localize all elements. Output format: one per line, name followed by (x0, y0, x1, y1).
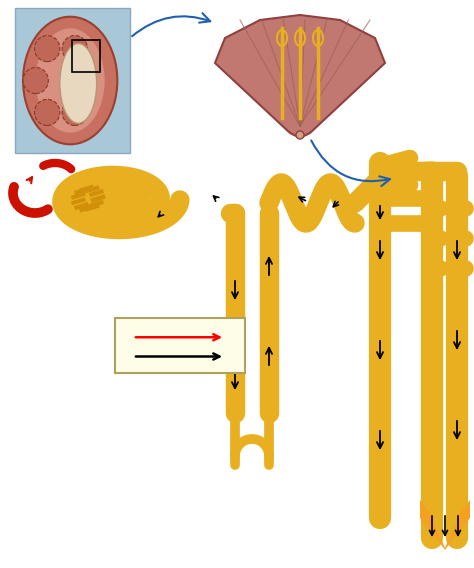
Polygon shape (420, 500, 470, 550)
Ellipse shape (35, 99, 60, 126)
Bar (15, 8, 130, 153)
Bar (73, 40, 100, 72)
Bar (115, 318, 245, 373)
Ellipse shape (36, 28, 105, 133)
Ellipse shape (23, 68, 48, 94)
Ellipse shape (35, 36, 60, 62)
Ellipse shape (62, 36, 87, 62)
Ellipse shape (62, 99, 87, 126)
Ellipse shape (64, 176, 112, 224)
Polygon shape (215, 15, 385, 138)
Ellipse shape (23, 16, 118, 144)
Ellipse shape (60, 44, 97, 123)
Ellipse shape (296, 131, 304, 139)
Ellipse shape (62, 68, 87, 94)
